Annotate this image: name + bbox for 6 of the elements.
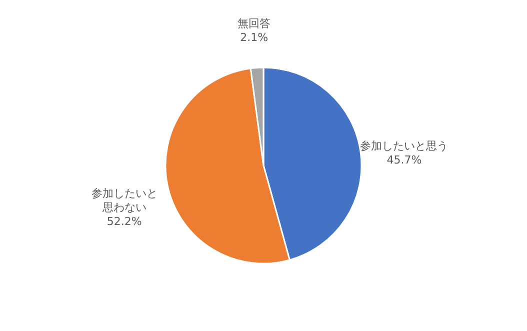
data-label: 52.2% xyxy=(106,214,142,228)
slice-label: 参加したいと思わない xyxy=(91,186,158,214)
data-label: 45.7% xyxy=(386,153,422,166)
slice-label: 無回答 xyxy=(238,16,271,30)
data-label: 2.1% xyxy=(240,30,268,44)
slice-label: 参加したいと思う xyxy=(360,139,448,152)
